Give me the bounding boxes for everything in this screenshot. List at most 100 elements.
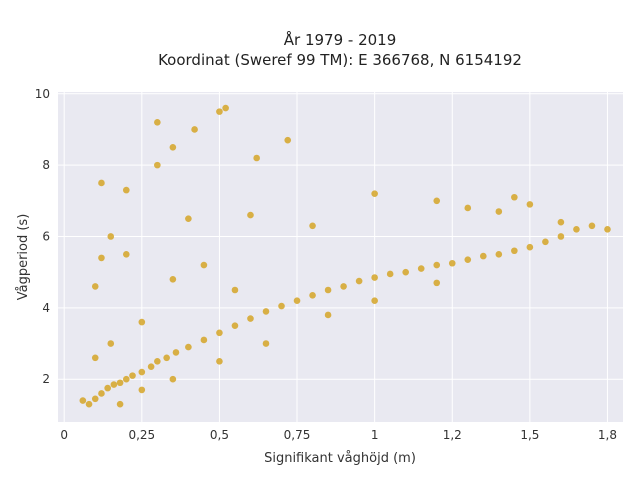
x-tick-label: 0,75 [284, 428, 311, 442]
data-point [511, 193, 518, 201]
data-point [557, 233, 565, 240]
data-point [98, 254, 105, 262]
data-point [278, 302, 285, 310]
data-point [107, 340, 115, 347]
grid-layer [58, 92, 623, 422]
data-point [247, 315, 254, 322]
data-point [247, 211, 254, 219]
data-point [79, 397, 87, 404]
data-point [309, 222, 316, 230]
data-point [371, 297, 378, 305]
data-point [604, 226, 611, 233]
y-ticks: 2 4 6 8 10 [35, 87, 50, 386]
data-point [138, 386, 146, 394]
data-point [340, 283, 347, 290]
data-point [526, 201, 534, 208]
data-point [200, 261, 208, 269]
data-point [511, 247, 518, 255]
x-tick-label: 0 [60, 428, 68, 442]
data-point [464, 204, 472, 212]
data-point [480, 252, 487, 260]
data-point [293, 297, 301, 305]
data-point [138, 318, 146, 326]
data-point [355, 277, 363, 285]
y-tick-label: 2 [42, 372, 50, 386]
data-point [169, 375, 177, 383]
data-point [185, 343, 192, 351]
data-point [154, 119, 161, 126]
x-tick-label: 1,8 [598, 428, 617, 442]
data-point [98, 179, 105, 187]
x-ticks: 0 0,25 0,5 0,75 1 1,2 1,5 1,8 [60, 428, 617, 442]
data-point [417, 265, 425, 272]
x-tick-label: 0,5 [210, 428, 229, 442]
data-point [557, 218, 565, 226]
chart-title-line1: År 1979 - 2019 [284, 30, 397, 49]
y-axis-title: Vågperiod (s) [16, 214, 31, 301]
data-point [588, 222, 596, 230]
data-point [433, 261, 441, 269]
data-point [110, 381, 118, 388]
data-point [284, 136, 292, 144]
data-point [526, 243, 534, 251]
data-point [191, 126, 198, 133]
y-tick-label: 8 [42, 158, 50, 172]
data-point [122, 186, 130, 194]
x-tick-label: 1,2 [443, 428, 462, 442]
data-point [573, 226, 580, 233]
x-tick-label: 1,5 [520, 428, 539, 442]
points-layer [79, 104, 611, 408]
data-point [495, 208, 503, 215]
data-point [122, 375, 130, 383]
data-point [448, 259, 456, 267]
data-point [185, 215, 192, 222]
y-tick-label: 10 [35, 87, 50, 101]
y-tick-label: 6 [42, 229, 50, 243]
x-tick-label: 1 [371, 428, 379, 442]
data-point [98, 390, 105, 397]
data-point [216, 108, 223, 115]
data-point [464, 256, 472, 263]
data-point [231, 286, 239, 294]
data-point [402, 268, 409, 276]
data-point [309, 292, 316, 299]
data-point [116, 379, 124, 387]
data-point [386, 270, 394, 278]
data-point [122, 251, 130, 258]
data-point [138, 368, 146, 376]
chart-title-line2: Koordinat (Sweref 99 TM): E 366768, N 61… [158, 51, 522, 69]
data-point [104, 384, 111, 392]
data-point [262, 340, 270, 347]
data-point [163, 354, 170, 362]
data-point [91, 354, 99, 362]
data-point [172, 349, 180, 356]
data-point [324, 311, 332, 319]
data-point [433, 279, 441, 287]
data-point [85, 400, 93, 408]
data-point [91, 283, 99, 290]
data-point [253, 154, 260, 162]
data-point [324, 286, 332, 294]
data-point [371, 190, 378, 197]
data-point [222, 104, 229, 112]
data-point [371, 274, 378, 281]
x-tick-label: 0,25 [128, 428, 155, 442]
data-point [129, 372, 136, 379]
data-point [169, 275, 177, 283]
data-point [91, 395, 99, 403]
data-point [154, 161, 161, 169]
x-axis-title: Signifikant våghöjd (m) [264, 451, 416, 466]
data-point [433, 197, 441, 205]
data-point [116, 400, 124, 408]
data-point [200, 336, 208, 344]
data-point [231, 322, 239, 329]
data-point [107, 233, 115, 240]
data-point [542, 238, 549, 246]
data-point [216, 358, 223, 365]
data-point [169, 143, 177, 151]
data-point [262, 308, 270, 315]
y-tick-label: 4 [42, 301, 50, 315]
data-point [216, 329, 223, 337]
data-point [154, 358, 161, 365]
